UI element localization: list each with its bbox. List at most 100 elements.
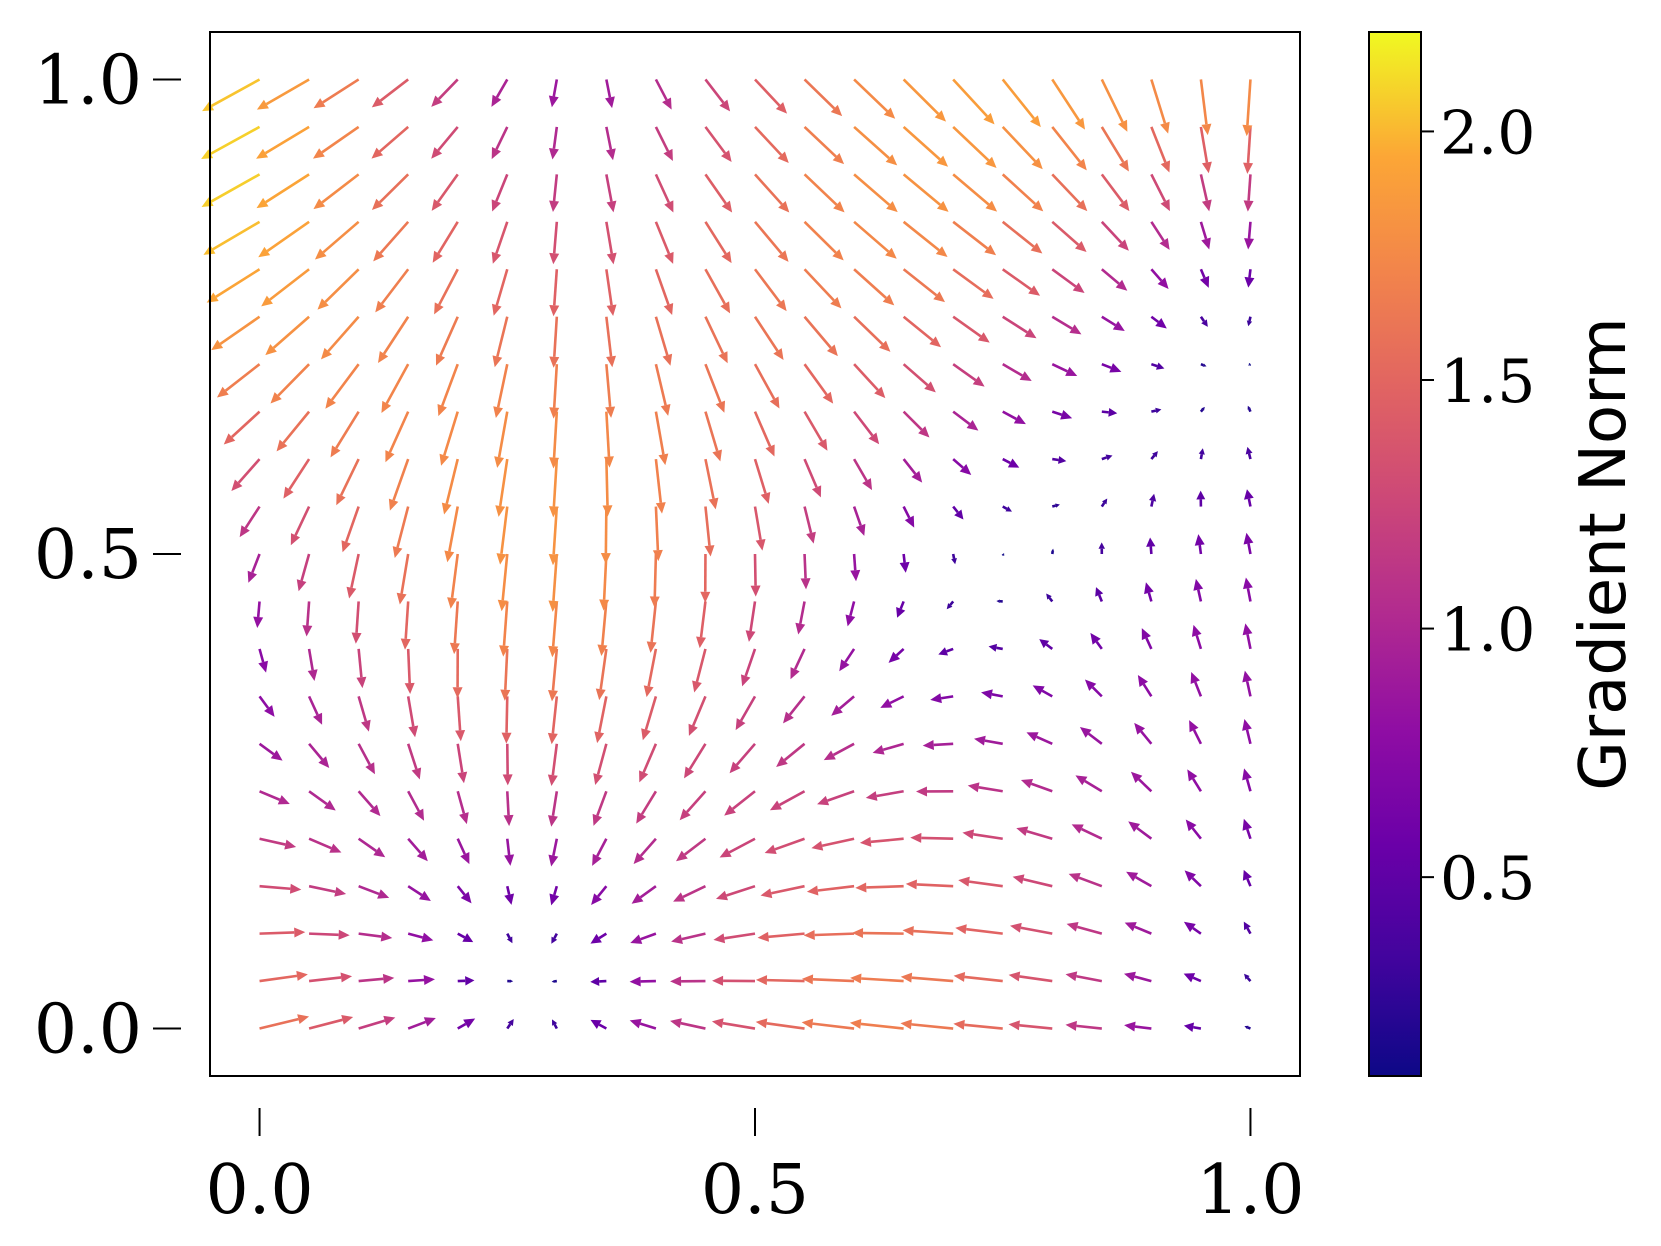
quiver-arrow: [902, 505, 915, 528]
quiver-arrow: [859, 836, 904, 847]
quiver-arrow: [704, 316, 728, 364]
quiver-arrow: [605, 126, 616, 161]
quiver-arrow: [549, 885, 560, 906]
quiver-arrow: [679, 790, 707, 821]
quiver-arrow: [261, 268, 310, 307]
quiver-arrow: [548, 838, 559, 867]
quiver-arrow: [256, 125, 310, 159]
quiver-arrow: [1150, 268, 1169, 289]
quiver-arrow: [1149, 493, 1157, 507]
quiver-arrow: [455, 696, 466, 742]
quiver-arrow: [754, 78, 788, 114]
quiver-arrow: [1100, 268, 1128, 291]
quiver-arrow: [962, 829, 1003, 841]
quiver-arrow: [745, 601, 757, 642]
quiver-arrow: [1189, 720, 1203, 745]
quiver-arrow: [253, 601, 264, 628]
quiver-arrow: [803, 930, 855, 941]
quiver-arrow: [357, 790, 381, 817]
quiver-arrow: [239, 505, 261, 538]
quiver-arrow: [456, 838, 470, 865]
quiver-arrow: [654, 411, 669, 466]
quiver-arrow: [955, 924, 1003, 935]
plot-frame: [209, 31, 1301, 1077]
quiver-arrow: [1246, 316, 1253, 327]
quiver-arrow: [1150, 315, 1167, 329]
quiver-arrow: [1052, 456, 1067, 464]
quiver-arrow: [817, 790, 855, 806]
quiver-arrow: [1199, 406, 1205, 413]
quiver-arrow: [548, 126, 559, 160]
quiver-arrow: [952, 78, 995, 125]
quiver-arrow: [309, 929, 350, 940]
quiver-arrow: [1130, 771, 1153, 793]
quiver-arrow: [259, 970, 308, 983]
quiver-arrow: [851, 928, 904, 939]
quiver-arrow: [491, 126, 509, 160]
quiver-arrow: [729, 742, 756, 774]
quiver-arrow: [407, 837, 428, 862]
quiver-arrow: [800, 553, 811, 590]
colorbar-tick-label: 1.0: [1440, 596, 1535, 666]
quiver-arrow: [307, 648, 318, 681]
quiver-arrow: [790, 648, 806, 680]
quiver-arrow: [357, 696, 371, 732]
quiver-arrow: [1001, 220, 1043, 254]
quiver-arrow: [865, 789, 904, 801]
quiver-arrow: [216, 363, 261, 398]
quiver-arrow: [711, 1018, 756, 1030]
quiver-arrow: [308, 1014, 354, 1030]
quiver-arrow: [952, 505, 964, 520]
quiver-arrow: [1051, 268, 1085, 294]
quiver-arrow: [1001, 553, 1005, 557]
quiver-arrow: [502, 743, 513, 786]
quiver-arrow: [981, 689, 1003, 700]
quiver-arrow: [595, 648, 608, 701]
quiver-arrow: [1183, 921, 1202, 935]
quiver-arrow: [1008, 971, 1053, 983]
quiver-arrow: [952, 220, 997, 256]
quiver-arrow: [938, 647, 954, 656]
quiver-arrow: [755, 1018, 805, 1030]
quiver-arrow: [953, 1019, 1003, 1030]
quiver-arrow: [548, 601, 559, 658]
x-tick-label: 0.0: [205, 1151, 313, 1230]
quiver-arrow: [491, 78, 509, 107]
quiver-arrow: [388, 458, 410, 511]
quiver-arrow: [408, 975, 435, 985]
quiver-arrow: [1144, 582, 1154, 602]
quiver-arrow: [1141, 628, 1153, 650]
quiver-arrow: [1194, 534, 1205, 555]
quiver-arrow: [407, 885, 431, 902]
quiver-arrow: [308, 837, 342, 853]
quiver-arrow: [704, 173, 733, 213]
quiver-arrow: [1001, 268, 1041, 296]
quiver-arrow: [317, 268, 360, 310]
quiver-arrow: [1051, 315, 1082, 335]
quiver-arrow: [552, 1019, 558, 1030]
quiver-arrow: [673, 885, 707, 902]
quiver-arrow: [753, 506, 766, 551]
quiver-arrow: [404, 648, 415, 695]
quiver-arrow: [592, 790, 608, 826]
quiver-arrow: [308, 790, 336, 811]
colorbar-title: Gradient Norm: [1567, 317, 1641, 790]
quiver-arrow: [1243, 174, 1254, 212]
quiver-arrow: [259, 883, 302, 894]
quiver-arrow: [290, 505, 311, 546]
quiver-arrow: [902, 458, 923, 483]
quiver-arrow: [549, 364, 560, 419]
quiver-arrow: [754, 173, 790, 213]
quiver-arrow: [654, 268, 674, 316]
quiver-arrow: [375, 268, 410, 313]
quiver-arrow: [491, 173, 509, 212]
quiver-arrow: [597, 601, 608, 656]
x-tick-label: 1.0: [1196, 1151, 1304, 1230]
quiver-arrow: [850, 553, 861, 582]
quiver-arrow: [1002, 363, 1032, 382]
colorbar-tick-label: 2.0: [1440, 98, 1535, 168]
quiver-arrow: [704, 221, 732, 264]
quiver-arrow: [872, 742, 905, 755]
quiver-arrow: [602, 459, 613, 517]
quiver-arrow: [457, 932, 474, 943]
